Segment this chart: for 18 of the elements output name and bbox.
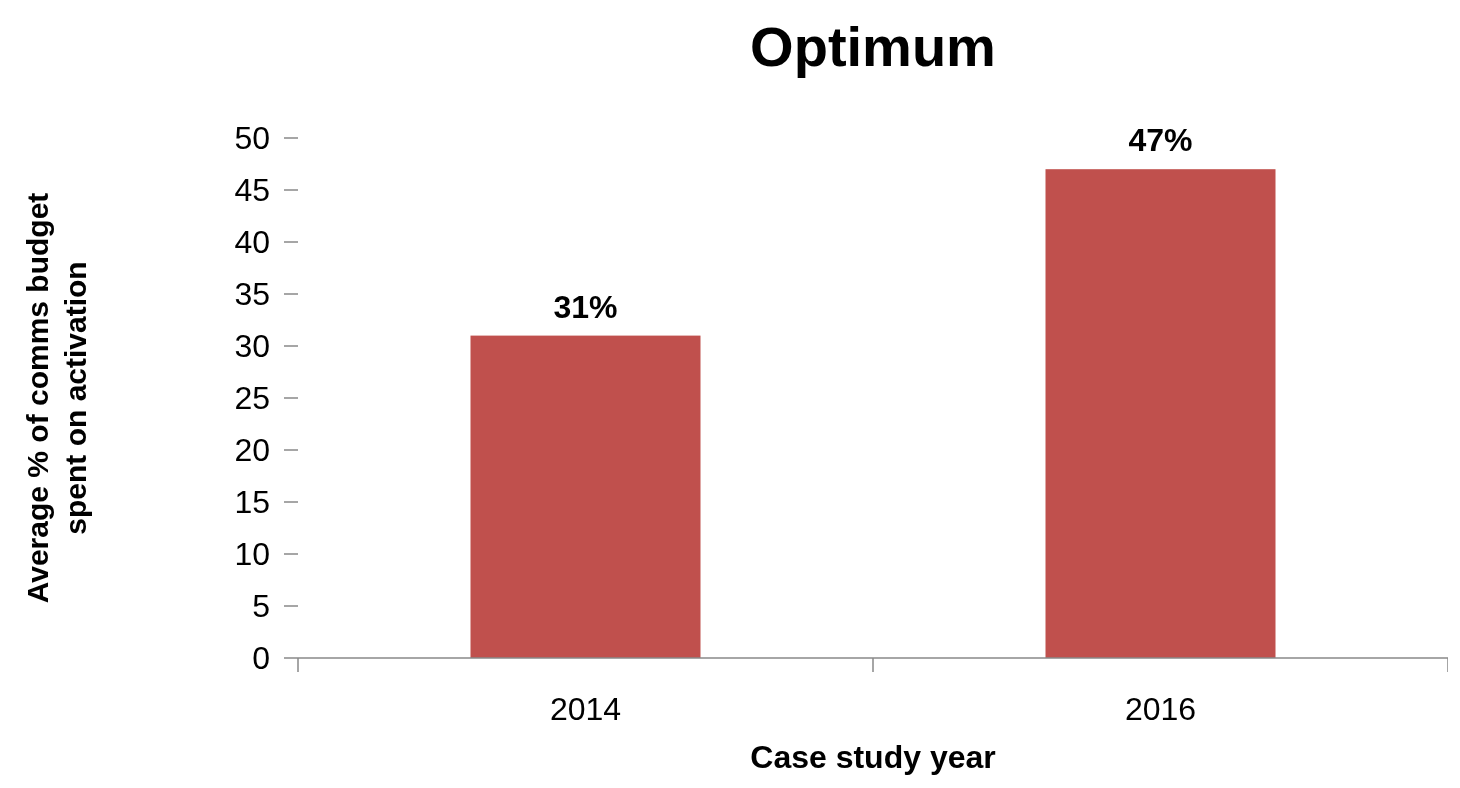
- y-axis-title: Average % of comms budget spent on activation: [21, 192, 92, 604]
- y-tick-label: 35: [234, 276, 270, 313]
- data-label: 47%: [1128, 122, 1193, 159]
- chart-title: Optimum: [750, 15, 996, 78]
- x-tick-label: 2014: [549, 691, 622, 727]
- y-tick-label: 45: [234, 172, 270, 209]
- y-tick-label: 10: [234, 536, 270, 573]
- y-tick-label: 5: [252, 588, 270, 625]
- x-axis-title: Case study year: [750, 739, 996, 775]
- y-tick-label: 50: [234, 120, 270, 157]
- x-tick-label: 2016: [1124, 691, 1197, 727]
- y-tick-label: 20: [234, 432, 270, 469]
- data-label: 31%: [553, 288, 618, 325]
- y-tick-label: 30: [234, 328, 270, 365]
- y-tick-label: 15: [234, 484, 270, 521]
- y-tick-label: 40: [234, 224, 270, 261]
- y-tick-label: 25: [234, 380, 270, 417]
- y-tick-label: 0: [252, 640, 270, 677]
